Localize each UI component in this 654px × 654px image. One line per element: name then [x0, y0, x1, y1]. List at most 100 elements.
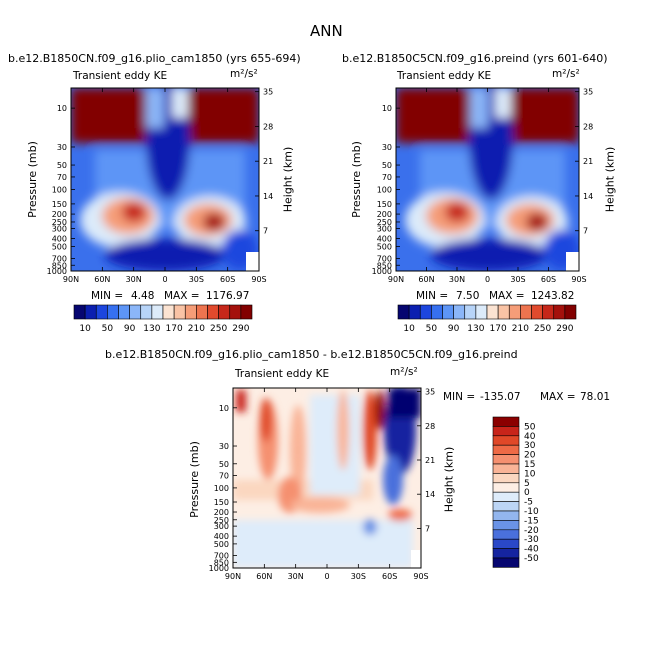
y-tick-label: 500 — [214, 540, 229, 549]
x-tick-label: 60N — [418, 275, 434, 284]
y-right-tick-label: 21 — [263, 157, 273, 166]
colorbar-swatch — [492, 463, 520, 474]
colorbar-swatch — [492, 435, 520, 446]
colorbar-swatch — [508, 304, 521, 320]
colorbar-label: 40 — [524, 432, 536, 442]
panel-2-min-value: 7.50 — [456, 290, 480, 302]
panel-1-min-label: MIN = — [91, 290, 124, 302]
colorbar-swatch — [431, 304, 443, 320]
colorbar-label: 5 — [524, 479, 530, 489]
x-tick-label: 60S — [541, 275, 556, 284]
colorbar-swatch — [151, 304, 164, 320]
panel-3-min-value: -135.07 — [480, 391, 521, 403]
colorbar-swatch — [162, 304, 175, 320]
colorbar-label: 250 — [534, 324, 551, 334]
y-right-tick-label: 14 — [583, 192, 593, 201]
y-right-tick-label: 7 — [583, 227, 588, 236]
panel-2-field — [396, 88, 579, 271]
y-tick-label: 70 — [382, 173, 392, 182]
colorbar-swatch — [408, 304, 421, 320]
colorbar-swatch — [229, 304, 242, 320]
colorbar-swatch — [492, 454, 520, 465]
colorbar-swatch — [492, 501, 520, 512]
colorbar-1: 10 50 90 130 170 210 250 290 — [73, 304, 253, 334]
panel-3-variable: Transient eddy KE — [235, 368, 330, 380]
x-tick-label: 0 — [485, 275, 490, 284]
colorbar-label: 10 — [79, 324, 91, 334]
colorbar-label: 170 — [490, 324, 507, 334]
colorbar-swatch — [73, 304, 86, 320]
colorbar-swatch — [492, 520, 520, 531]
colorbar-label: -15 — [524, 516, 539, 526]
x-tick-label: 90N — [388, 275, 404, 284]
y-right-tick-label: 28 — [425, 422, 435, 431]
colorbar-label: 50 — [426, 324, 438, 334]
y-tick-label: 400 — [377, 235, 392, 244]
colorbar-swatch — [492, 416, 520, 427]
colorbar-label: 130 — [467, 324, 484, 334]
y-tick-label: 850 — [52, 261, 67, 270]
y-right-tick-label: 35 — [425, 388, 435, 397]
panel-3-units: m²/s² — [390, 366, 418, 378]
y-tick-label: 100 — [52, 186, 67, 195]
colorbar-swatch — [492, 491, 520, 502]
panel-2-units: m²/s² — [552, 68, 580, 80]
colorbar-swatch — [419, 304, 432, 320]
panel-2-max-label: MAX = — [489, 290, 525, 302]
colorbar-label: 15 — [524, 460, 535, 470]
figure-title: ANN — [310, 22, 343, 40]
colorbar-swatch — [218, 304, 231, 320]
y-tick-label: 70 — [219, 471, 229, 480]
panel-3-ylabel: Pressure (mb) — [187, 441, 201, 518]
x-tick-label: 90N — [225, 572, 241, 581]
colorbar-swatch — [240, 304, 253, 320]
panel-1-title: b.e12.B1850CN.f09_g16.plio_cam1850 (yrs … — [8, 52, 301, 65]
colorbar-label: 0 — [524, 488, 530, 498]
panel-1-max-value: 1176.97 — [206, 290, 250, 302]
colorbar-label: -5 — [524, 498, 533, 508]
y-tick-label: 400 — [52, 235, 67, 244]
panel-3-min-label: MIN = — [443, 391, 476, 403]
y-tick-label: 200 — [377, 210, 392, 219]
colorbar-label: 250 — [210, 324, 227, 334]
colorbar-swatch — [475, 304, 488, 320]
colorbar-swatch — [464, 304, 477, 320]
y-tick-label: 400 — [214, 532, 229, 541]
colorbar-swatch — [129, 304, 142, 320]
colorbar-swatch — [173, 304, 186, 320]
panel-1-max-label: MAX = — [164, 290, 200, 302]
y-right-tick-label: 21 — [425, 456, 435, 465]
colorbar-swatch — [95, 304, 108, 320]
y-right-tick-label: 35 — [263, 88, 273, 97]
y-tick-label: 10 — [382, 104, 392, 113]
colorbar-label: 210 — [512, 324, 529, 334]
y-tick-label: 1000 — [209, 564, 229, 573]
panel-1-ylabel-right: Height (km) — [281, 146, 295, 213]
panel-2-variable: Transient eddy KE — [397, 70, 492, 82]
x-tick-label: 0 — [162, 275, 167, 284]
colorbar-label: 50 — [524, 422, 536, 432]
colorbar-swatch — [492, 426, 520, 437]
colorbar-swatch — [107, 304, 119, 320]
y-tick-label: 250 — [377, 218, 392, 227]
x-tick-label: 30N — [126, 275, 142, 284]
panel-1-min-value: 4.48 — [131, 290, 155, 302]
panel-2-title: b.e12.B1850C5CN.f09_g16.preind (yrs 601-… — [342, 52, 608, 65]
axis-ticks: 1030507010015020025030040050070085010003… — [47, 88, 594, 581]
y-right-tick-label: 21 — [583, 157, 593, 166]
y-tick-label: 700 — [377, 254, 392, 263]
y-tick-label: 70 — [57, 173, 67, 182]
colorbar-swatch — [140, 304, 153, 320]
y-tick-label: 850 — [377, 261, 392, 270]
y-tick-label: 200 — [214, 508, 229, 517]
colorbar-swatch — [497, 304, 510, 320]
colorbar-label: 20 — [524, 451, 536, 461]
panel-3-title: b.e12.B1850CN.f09_g16.plio_cam1850 - b.e… — [105, 348, 518, 361]
colorbar-swatch — [564, 304, 577, 320]
y-tick-label: 150 — [52, 200, 67, 209]
x-tick-label: 30S — [510, 275, 525, 284]
colorbar-swatch — [84, 304, 97, 320]
colorbar-2: 10 50 90 130 170 210 250 290 — [397, 304, 577, 334]
colorbar-label: 290 — [556, 324, 573, 334]
x-tick-label: 60N — [256, 572, 272, 581]
